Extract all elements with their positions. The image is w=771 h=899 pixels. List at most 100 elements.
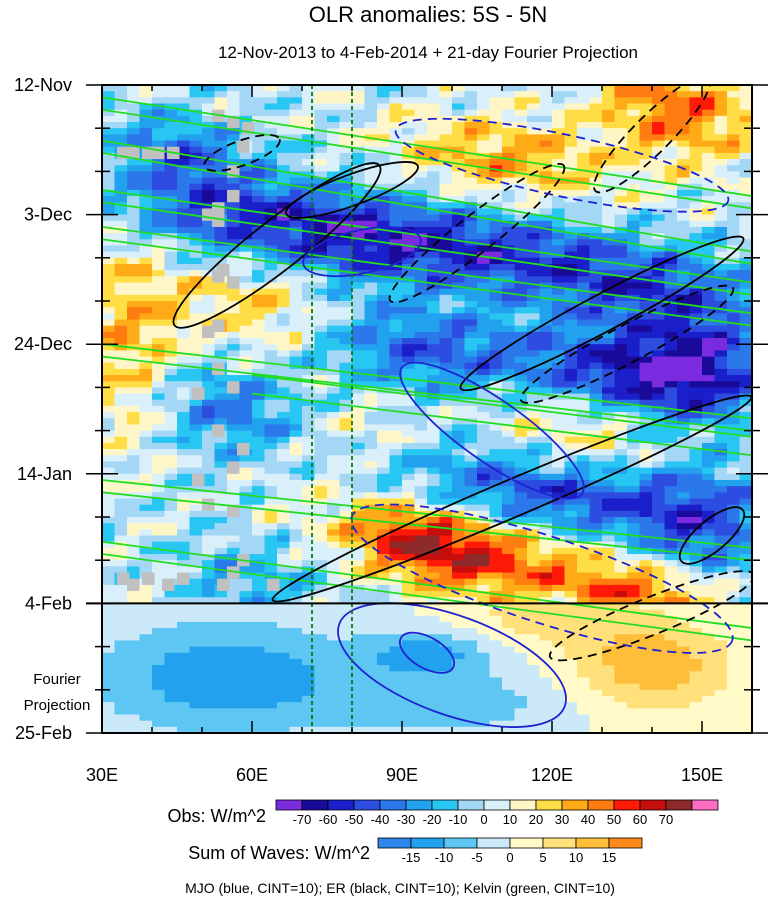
heat-cell	[314, 288, 328, 296]
heat-cell	[627, 547, 641, 555]
heat-cell	[189, 597, 203, 604]
heat-cell	[477, 307, 491, 314]
heat-cell	[464, 368, 478, 376]
heat-cell	[177, 338, 191, 345]
heat-cell	[252, 91, 266, 98]
heat-cell	[602, 226, 616, 234]
heat-cell	[614, 313, 628, 321]
heat-cell	[302, 560, 316, 567]
heat-cell	[189, 276, 203, 284]
projection-cell	[739, 640, 752, 648]
heat-cell	[202, 128, 216, 135]
heat-cell	[339, 554, 353, 561]
heat-cell	[377, 196, 391, 203]
heat-cell	[527, 97, 541, 105]
heat-cell	[502, 97, 516, 105]
heat-cell	[239, 171, 253, 179]
heat-cell	[314, 479, 328, 487]
heat-cell	[164, 276, 178, 284]
heat-cell	[389, 313, 403, 321]
heat-cell	[552, 140, 566, 148]
heat-cell	[139, 294, 153, 302]
heat-cell	[464, 122, 478, 129]
heat-cell	[639, 356, 653, 364]
heat-cell	[239, 196, 253, 203]
heat-cell	[227, 307, 241, 314]
heat-cell	[439, 109, 453, 117]
heat-cell	[352, 461, 366, 469]
heat-cell	[314, 276, 328, 284]
heat-cell	[402, 208, 416, 216]
heat-cell	[277, 97, 291, 105]
heat-cell	[527, 430, 541, 438]
heat-cell	[714, 467, 728, 475]
heat-cell	[414, 461, 428, 469]
heat-cell	[527, 566, 541, 574]
heat-cell	[427, 368, 441, 376]
heat-cell	[314, 183, 328, 191]
heat-cell	[527, 584, 541, 592]
heat-cell	[164, 412, 178, 419]
heat-cell	[739, 510, 752, 518]
heat-cell	[627, 152, 641, 160]
heat-cell	[264, 103, 278, 111]
heat-cell	[302, 128, 316, 135]
heat-cell	[589, 128, 603, 135]
heat-cell	[139, 566, 153, 574]
projection-cell	[202, 621, 216, 629]
heat-cell	[364, 473, 378, 481]
heat-cell	[427, 430, 441, 438]
heat-cell	[152, 560, 166, 567]
heat-cell	[602, 504, 616, 512]
heat-cell	[652, 442, 666, 450]
projection-cell	[177, 628, 191, 635]
projection-cell	[364, 603, 378, 611]
heat-cell	[527, 239, 541, 247]
heat-cell	[664, 319, 678, 327]
heat-cell	[239, 430, 253, 438]
heat-cell	[164, 91, 178, 98]
heat-cell	[239, 344, 253, 351]
heat-cell	[627, 146, 641, 154]
heat-cell	[139, 196, 153, 203]
heat-cell	[252, 399, 266, 407]
projection-cell	[389, 603, 403, 611]
heat-cell	[164, 301, 178, 308]
heat-cell	[502, 257, 516, 265]
heat-cell	[302, 368, 316, 376]
heat-cell	[627, 128, 641, 135]
heat-cell	[702, 270, 716, 277]
heat-cell	[402, 122, 416, 129]
heat-cell	[164, 307, 178, 314]
heat-cell	[539, 547, 553, 555]
heat-cell	[327, 251, 341, 259]
heat-cell	[302, 375, 316, 382]
heat-cell	[514, 196, 528, 203]
heat-cell	[714, 152, 728, 160]
projection-cell	[177, 621, 191, 629]
heat-cell	[489, 109, 503, 117]
heat-cell	[314, 301, 328, 308]
heat-cell	[277, 288, 291, 296]
heat-cell	[502, 479, 516, 487]
projection-cell	[127, 671, 141, 679]
heat-cell	[102, 510, 116, 518]
heat-cell	[602, 572, 616, 580]
heat-cell	[239, 510, 253, 518]
heat-cell	[639, 319, 653, 327]
heat-cell	[352, 307, 366, 314]
heat-cell	[327, 115, 341, 123]
heat-cell	[589, 214, 603, 222]
heat-cell	[277, 245, 291, 253]
heat-cell	[152, 356, 166, 364]
heat-cell	[252, 134, 266, 142]
heat-cell	[664, 566, 678, 574]
heat-cell	[439, 319, 453, 327]
heat-cell	[702, 85, 716, 92]
heat-cell	[114, 301, 128, 308]
projection-cell	[402, 628, 416, 635]
projection-cell	[689, 671, 703, 679]
heat-cell	[227, 220, 241, 228]
heat-cell	[277, 91, 291, 98]
heat-cell	[389, 257, 403, 265]
